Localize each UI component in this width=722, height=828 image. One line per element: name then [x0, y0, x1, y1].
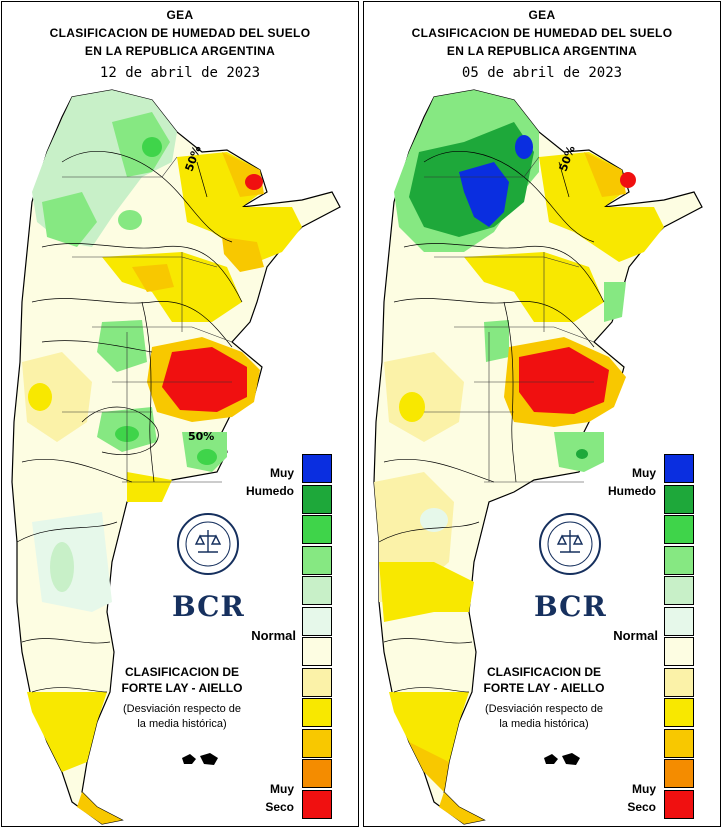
legend-normal-label: Normal [251, 628, 296, 643]
map-title-line2: EN LA REPUBLICA ARGENTINA [84, 44, 276, 58]
classification-title: CLASIFICACION DE FORTE LAY - AIELLO [121, 665, 243, 695]
legend-swatch [302, 545, 332, 575]
bcr-seal-logo [177, 513, 239, 575]
argentina-moisture-map [373, 89, 703, 825]
org-title: GEA [166, 8, 194, 22]
argentina-landmass [373, 89, 703, 825]
map-title-line1: CLASIFICACION DE HUMEDAD DEL SUELO [411, 26, 673, 40]
legend-swatch [664, 454, 694, 483]
legend-swatch [302, 759, 332, 788]
map-date: 12 de abril de 2023 [99, 65, 261, 81]
classification-note: (Desviación respecto de la media históric… [484, 703, 603, 730]
legend-wet-label: Muy Humedo [246, 466, 294, 498]
legend-swatch [302, 454, 332, 483]
legend-swatch [664, 728, 694, 758]
malvinas-islands [182, 753, 218, 765]
legend-swatch [664, 576, 694, 605]
map-panel-april-12: GEA CLASIFICACION DE HUMEDAD DEL SUELO E… [1, 1, 359, 827]
legend-swatch [302, 515, 332, 544]
legend-swatch [302, 484, 332, 514]
legend-swatch [664, 545, 694, 575]
argentina-moisture-map [11, 89, 341, 825]
legend-swatch [664, 698, 694, 727]
legend-swatch [664, 637, 694, 666]
contour-label: 50% [188, 430, 215, 443]
legend-swatch [302, 576, 332, 605]
map-panel-april-05: GEA CLASIFICACION DE HUMEDAD DEL SUELO E… [363, 1, 721, 827]
map-date: 05 de abril de 2023 [461, 65, 623, 81]
legend-wet-label: Muy Humedo [608, 466, 656, 498]
bcr-logo-text: BCR [172, 590, 245, 623]
province-borders [62, 156, 233, 483]
legend-swatch [302, 606, 332, 636]
map-title-line2: EN LA REPUBLICA ARGENTINA [446, 44, 638, 58]
legend-swatch [302, 789, 332, 819]
legend-swatch [664, 789, 694, 819]
classification-note: (Desviación respecto de la media históric… [122, 703, 241, 730]
org-title: GEA [528, 8, 556, 22]
legend-dry-label: Muy Seco [265, 782, 294, 814]
moisture-zones [374, 90, 664, 824]
legend-swatch [664, 606, 694, 636]
legend-normal-label: Normal [613, 628, 658, 643]
bcr-logo-text: BCR [534, 590, 607, 623]
legend-swatch [302, 698, 332, 727]
moisture-zones [22, 90, 302, 824]
argentina-landmass [11, 89, 341, 825]
malvinas-islands [544, 753, 580, 765]
legend-swatch [664, 759, 694, 788]
map-title-line1: CLASIFICACION DE HUMEDAD DEL SUELO [49, 26, 311, 40]
legend-swatch [302, 728, 332, 758]
legend-swatch [302, 637, 332, 666]
legend-scale [302, 454, 332, 820]
legend-scale [664, 454, 694, 820]
province-borders [424, 156, 595, 483]
legend-swatch [664, 667, 694, 697]
bcr-seal-logo [539, 513, 601, 575]
legend-swatch [664, 484, 694, 514]
legend-swatch [664, 515, 694, 544]
legend-dry-label: Muy Seco [627, 782, 656, 814]
classification-title: CLASIFICACION DE FORTE LAY - AIELLO [483, 665, 605, 695]
legend-swatch [302, 667, 332, 697]
